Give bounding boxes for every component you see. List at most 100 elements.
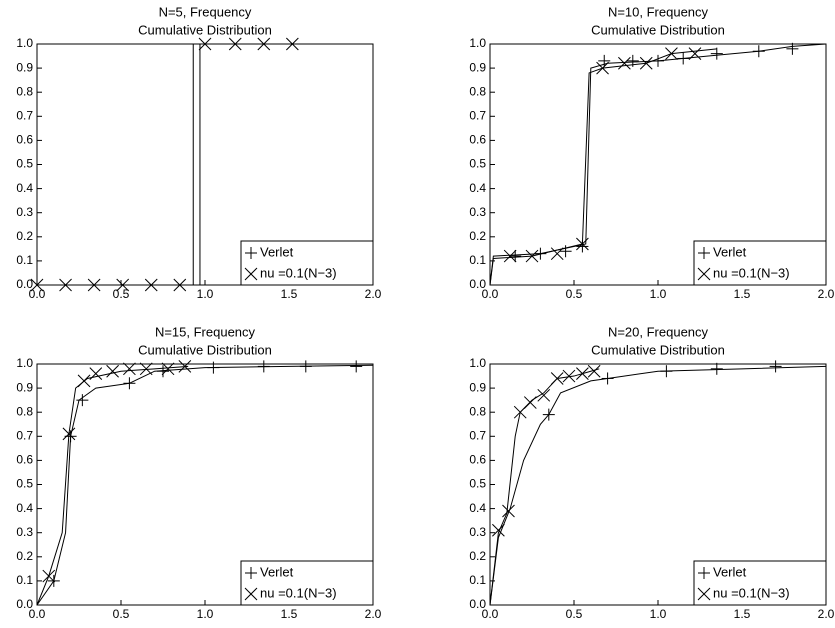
- marker: [596, 61, 609, 75]
- legend-label: nu =0.1(N−3): [260, 265, 337, 280]
- x-tick-label: 0.5: [566, 607, 583, 621]
- marker: [123, 377, 136, 390]
- marker: [660, 365, 673, 378]
- legend: Verlet nu =0.1(N−3): [693, 240, 827, 286]
- marker: [769, 360, 782, 373]
- marker: [503, 249, 517, 263]
- y-tick-label: 0.4: [469, 181, 486, 195]
- marker: [244, 587, 258, 601]
- y-tick-label: 0.2: [16, 229, 33, 243]
- marker-stroke: [198, 37, 212, 51]
- x-tick-label: 1.0: [197, 607, 214, 621]
- marker: [144, 278, 158, 292]
- legend-label: nu =0.1(N−3): [260, 585, 337, 600]
- marker-stroke: [523, 396, 537, 409]
- marker: [601, 372, 614, 385]
- x-tick-label: 1.5: [281, 287, 298, 301]
- y-tick-label: 0.0: [469, 597, 486, 611]
- marker: [639, 56, 653, 70]
- marker-stroke: [576, 237, 589, 251]
- chart-title: N=5, Frequency: [159, 4, 252, 19]
- marker: [559, 245, 572, 258]
- y-tick-label: 0.4: [16, 501, 33, 515]
- marker: [697, 267, 711, 281]
- legend-label: Verlet: [713, 244, 747, 259]
- x-tick-label: 2.0: [818, 287, 835, 301]
- marker: [576, 367, 589, 380]
- x-tick-label: 0.5: [566, 287, 583, 301]
- legend: Verlet nu =0.1(N−3): [240, 560, 374, 606]
- marker-stroke: [77, 374, 91, 388]
- marker: [688, 47, 702, 60]
- y-tick-label: 0.4: [16, 181, 33, 195]
- marker: [173, 278, 187, 292]
- marker: [87, 278, 101, 292]
- legend-label: nu =0.1(N−3): [713, 585, 790, 600]
- marker: [598, 54, 611, 67]
- y-tick-label: 0.8: [16, 84, 33, 98]
- marker-stroke: [587, 364, 601, 378]
- marker: [752, 45, 765, 58]
- x-tick-label: 2.0: [365, 287, 382, 301]
- marker-stroke: [286, 37, 299, 51]
- y-tick-label: 0.5: [16, 157, 33, 171]
- y-tick-label: 0.8: [469, 84, 486, 98]
- marker: [139, 362, 153, 376]
- y-tick-label: 0.2: [469, 549, 486, 563]
- y-tick-label: 0.0: [16, 277, 33, 291]
- y-tick-label: 0.4: [469, 501, 486, 515]
- marker-stroke: [562, 369, 576, 383]
- marker-stroke: [59, 278, 72, 292]
- y-tick-label: 0.6: [16, 133, 33, 147]
- y-tick-label: 0.5: [469, 157, 486, 171]
- chart-subtitle: Cumulative Distribution: [138, 342, 272, 357]
- marker: [710, 362, 723, 375]
- marker-stroke: [550, 372, 564, 385]
- y-tick-label: 0.1: [16, 253, 33, 267]
- y-tick-label: 0.6: [469, 133, 486, 147]
- marker: [537, 388, 551, 402]
- marker: [562, 369, 576, 383]
- marker: [492, 523, 505, 537]
- marker: [228, 37, 242, 51]
- x-tick-label: 0.0: [29, 287, 46, 301]
- marker: [523, 396, 537, 409]
- marker: [502, 504, 515, 518]
- marker: [30, 278, 44, 292]
- marker-stroke: [87, 278, 101, 292]
- marker-stroke: [228, 37, 242, 51]
- marker: [161, 362, 175, 376]
- legend-box: [240, 560, 374, 606]
- marker-stroke: [688, 47, 702, 60]
- chart-title: N=10, Frequency: [608, 4, 709, 19]
- y-tick-label: 0.9: [469, 60, 486, 74]
- y-tick-label: 0.1: [469, 253, 486, 267]
- marker: [587, 364, 601, 378]
- marker: [542, 408, 555, 421]
- marker-stroke: [502, 504, 515, 518]
- marker: [710, 47, 723, 60]
- y-tick-label: 0.1: [469, 573, 486, 587]
- x-tick-label: 1.0: [650, 607, 667, 621]
- y-tick-label: 0.6: [16, 453, 33, 467]
- marker: [244, 267, 258, 281]
- legend-box: [240, 240, 374, 286]
- marker: [257, 37, 271, 51]
- marker: [89, 367, 103, 380]
- y-tick-label: 0.5: [16, 477, 33, 491]
- y-tick-label: 0.3: [16, 525, 33, 539]
- marker-stroke: [639, 56, 653, 70]
- legend-label: Verlet: [260, 564, 294, 579]
- marker: [698, 247, 710, 259]
- marker-stroke: [665, 47, 678, 60]
- x-tick-label: 1.5: [734, 287, 751, 301]
- marker-stroke: [244, 587, 258, 601]
- series-line: [489, 48, 717, 286]
- y-tick-label: 0.3: [16, 205, 33, 219]
- chart-title: N=20, Frequency: [608, 324, 709, 339]
- marker-stroke: [62, 427, 76, 441]
- marker: [525, 249, 539, 263]
- x-tick-label: 1.5: [734, 607, 751, 621]
- y-tick-label: 0.5: [469, 477, 486, 491]
